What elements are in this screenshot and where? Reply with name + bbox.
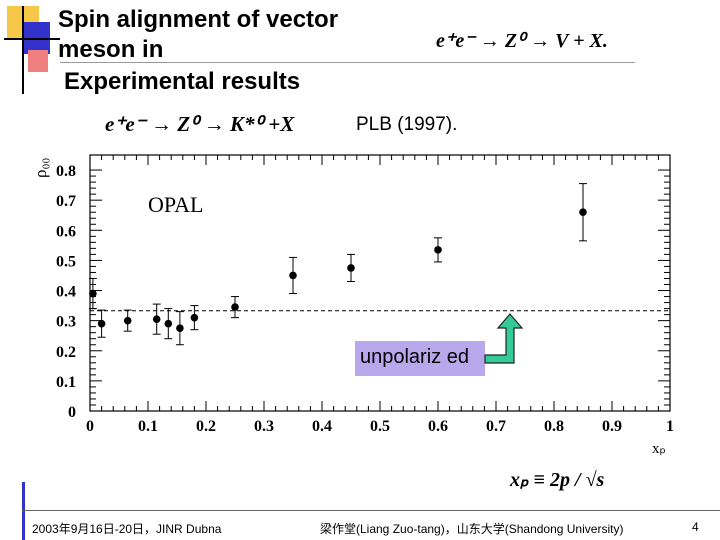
unpolarized-callout-text: unpolariz ed xyxy=(360,346,469,368)
footer-left: 2003年9月16日-20日，JINR Dubna xyxy=(32,522,222,536)
data-point xyxy=(152,315,161,323)
x-tick-label: 0.8 xyxy=(544,418,564,435)
accent-square-pink xyxy=(28,50,48,72)
xp-definition: xₚ ≡ 2p / √s xyxy=(510,469,605,491)
bent-arrow-icon xyxy=(484,313,524,364)
reaction-formula: e⁺e⁻ → Z⁰ → K*⁰ +X xyxy=(105,112,295,136)
x-tick-label: 0.6 xyxy=(428,418,448,435)
x-tick-label: 0.5 xyxy=(370,418,390,435)
x-tick-label: 1 xyxy=(666,418,674,435)
y-tick-label: 0.7 xyxy=(56,193,76,210)
slide-title-line3: Experimental results xyxy=(64,68,301,95)
footer-rule xyxy=(22,510,720,511)
x-tick-label: 0.9 xyxy=(602,418,622,435)
data-point xyxy=(97,319,106,328)
y-tick-label: 0.3 xyxy=(56,314,76,331)
y-tick-label: 0.4 xyxy=(56,284,76,301)
data-point xyxy=(164,319,173,328)
y-tick-label: 0.2 xyxy=(56,344,76,361)
unpolarized-callout xyxy=(355,341,485,376)
accent-vline xyxy=(22,6,24,94)
x-tick-label: 0.2 xyxy=(196,418,216,435)
y-tick-label: 0.1 xyxy=(56,374,76,391)
x-tick-label: 0 xyxy=(86,418,94,435)
slide-title-line1: Spin alignment of vector xyxy=(58,6,339,33)
header-formula: e⁺e⁻ → Z⁰ → V + X. xyxy=(436,30,608,52)
data-point xyxy=(231,303,239,311)
x-tick-label: 0.7 xyxy=(486,418,506,435)
footer-vbar xyxy=(22,482,25,540)
reference-text: PLB (1997). xyxy=(356,114,458,135)
data-point xyxy=(579,208,587,217)
data-point xyxy=(289,271,297,280)
data-point xyxy=(434,246,442,254)
data-point xyxy=(176,324,184,332)
x-tick-label: 0.1 xyxy=(138,418,158,435)
accent-hline xyxy=(4,38,60,40)
y-tick-label: 0.6 xyxy=(56,223,76,240)
y-tick-label: 0 xyxy=(68,404,76,421)
y-axis-label: ρ₀₀ xyxy=(31,158,50,178)
y-tick-label: 0.8 xyxy=(56,163,76,180)
footer-center: 梁作堂(Liang Zuo-tang)，山东大学(Shandong Univer… xyxy=(320,522,624,536)
y-tick-label: 0.5 xyxy=(56,253,76,270)
chart-title: OPAL xyxy=(148,192,203,217)
x-tick-label: 0.4 xyxy=(312,418,332,435)
page-number: 4 xyxy=(692,520,699,534)
x-tick-label: 0.3 xyxy=(254,418,274,435)
data-point xyxy=(89,289,97,298)
data-point xyxy=(190,313,199,322)
data-point xyxy=(123,316,132,325)
data-point xyxy=(347,264,355,272)
slide-title-line2: meson in xyxy=(58,36,164,63)
x-axis-label: xₚ xyxy=(652,441,666,457)
header-rule xyxy=(60,62,635,63)
